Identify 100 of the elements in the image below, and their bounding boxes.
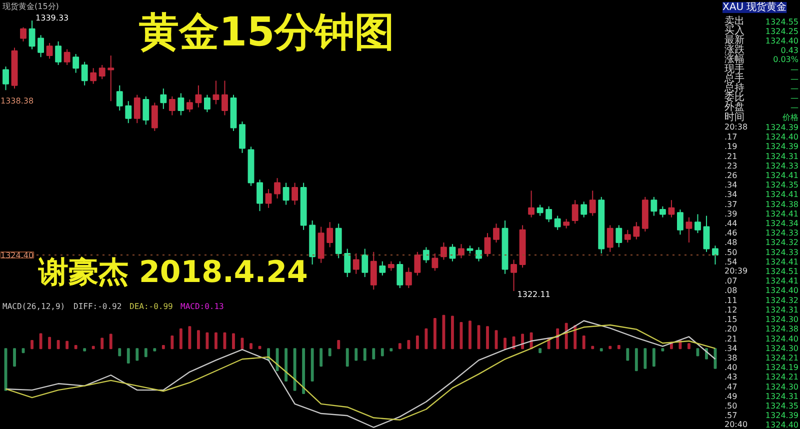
text: 20:40 — [724, 420, 748, 429]
text: DIFF:-0.92 — [74, 302, 122, 311]
text: .26 — [724, 170, 738, 180]
text: 总手 — [724, 72, 744, 84]
candlestick — [379, 260, 386, 276]
text: .11 — [724, 296, 738, 305]
text: 1324.19 — [765, 363, 799, 372]
text: 1324.55 — [765, 17, 799, 26]
text: .34 — [724, 344, 738, 353]
candlestick — [405, 267, 412, 289]
candlestick — [2, 66, 9, 91]
text: — — [790, 74, 798, 84]
text: — — [790, 84, 798, 94]
text: 1324.25 — [765, 26, 799, 36]
candlestick — [160, 88, 167, 110]
candlestick — [484, 232, 491, 258]
text: 价格 — [782, 112, 798, 122]
candlestick — [493, 223, 500, 243]
text: .48 — [724, 238, 738, 248]
candlestick — [676, 209, 684, 236]
candlestick — [606, 224, 614, 252]
candlestick — [274, 178, 281, 200]
text: 0.43 — [780, 46, 798, 56]
annotation: 1338.38 — [0, 96, 34, 106]
candlestick — [449, 244, 456, 262]
text: 1324.41 — [765, 209, 799, 218]
text: .40 — [724, 363, 738, 372]
candlestick — [90, 68, 97, 84]
annotation: 1322.11 — [517, 290, 550, 300]
text: 1324.35 — [765, 401, 799, 410]
candlestick — [589, 190, 596, 216]
text: — — [790, 94, 798, 103]
candlestick — [265, 188, 272, 208]
candlestick — [476, 246, 482, 262]
candlestick — [370, 251, 377, 290]
candlestick — [72, 53, 80, 74]
annotation: 谢豪杰 2018.4.24 — [38, 255, 308, 290]
candlestick — [659, 206, 666, 218]
candlestick — [134, 94, 140, 124]
chart-title: 黄金15分钟图 — [139, 10, 395, 56]
text: 1324.32 — [765, 238, 799, 248]
text: 20:39 — [724, 266, 748, 276]
candlestick — [572, 200, 578, 224]
candlestick — [563, 218, 570, 229]
text: .37 — [724, 200, 738, 209]
candlestick — [46, 42, 53, 60]
candlestick — [440, 242, 447, 260]
candlestick — [142, 96, 150, 126]
text: 1324.31 — [765, 305, 799, 314]
text: 1324.41 — [765, 190, 799, 200]
text: .23 — [724, 161, 738, 170]
candlestick — [624, 229, 631, 243]
candlestick — [422, 246, 430, 264]
candlestick — [546, 206, 552, 223]
text: .21 — [724, 152, 738, 161]
candlestick — [178, 92, 184, 116]
text: .38 — [724, 353, 738, 362]
candlestick — [344, 248, 351, 278]
text: .20 — [724, 324, 738, 334]
text: DEA:-0.99 — [130, 302, 174, 311]
chart-subtitle: 现货黄金(15分) — [2, 2, 59, 11]
candlestick — [55, 40, 62, 66]
text: 1324.21 — [765, 372, 799, 382]
candlestick — [64, 48, 70, 66]
text: — — [790, 103, 798, 112]
text: 1324.41 — [765, 170, 799, 180]
text: 1324.38 — [765, 324, 799, 334]
text: .34 — [724, 190, 738, 200]
text: 1324.41 — [765, 276, 799, 286]
candlestick — [396, 260, 404, 289]
candlestick — [388, 260, 394, 272]
candlestick — [151, 102, 158, 132]
candlestick — [98, 64, 106, 80]
candlestick — [222, 80, 228, 116]
candlestick — [352, 252, 360, 274]
text: 20:38 — [724, 122, 748, 132]
candlestick — [282, 182, 290, 206]
text: 1324.34 — [765, 219, 799, 228]
candlestick — [239, 121, 246, 154]
candlestick — [668, 200, 675, 218]
candlestick — [458, 244, 464, 259]
text: 1324.40 — [765, 420, 799, 429]
candlestick — [20, 26, 26, 42]
text: 1324.32 — [765, 296, 799, 305]
text: .34 — [724, 180, 738, 190]
candlestick — [186, 99, 193, 113]
text: 1324.33 — [765, 228, 799, 238]
text: .39 — [724, 209, 738, 218]
candlestick — [712, 245, 718, 265]
text: 1324.40 — [765, 36, 799, 46]
text: 1324.39 — [765, 122, 799, 132]
text: 1324.30 — [765, 344, 799, 353]
candlestick — [528, 190, 535, 218]
candlestick — [168, 96, 176, 116]
text: XAU 现货黄金 — [722, 1, 787, 13]
text: 0.03% — [773, 55, 799, 64]
text: .21 — [724, 334, 738, 344]
candlestick — [116, 84, 123, 112]
text: 现手 — [724, 62, 744, 75]
candlestick — [28, 20, 36, 50]
